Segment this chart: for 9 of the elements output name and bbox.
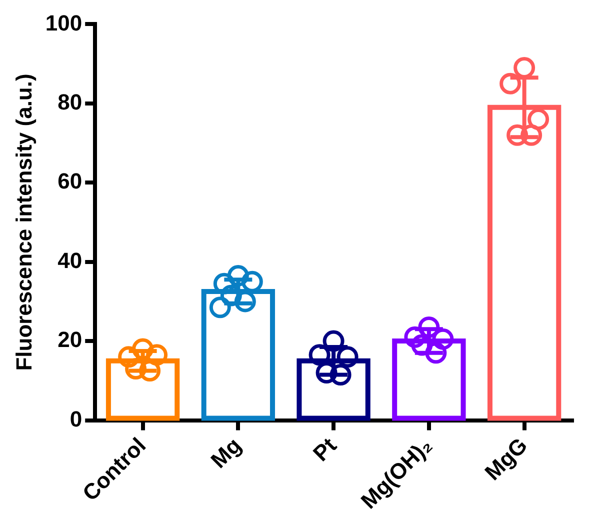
- y-tick-label: 40: [58, 248, 82, 273]
- y-tick-label: 100: [45, 10, 82, 36]
- y-tick-label: 80: [58, 89, 82, 114]
- y-axis-title: Fluorescence intensity (a.u.): [11, 74, 36, 371]
- x-tick-label: Pt: [308, 432, 342, 466]
- y-tick-label: 60: [58, 168, 82, 194]
- x-tick-label: Mg: [206, 432, 246, 473]
- y-tick-label: 0: [70, 406, 82, 432]
- y-tick-label: 20: [58, 327, 82, 352]
